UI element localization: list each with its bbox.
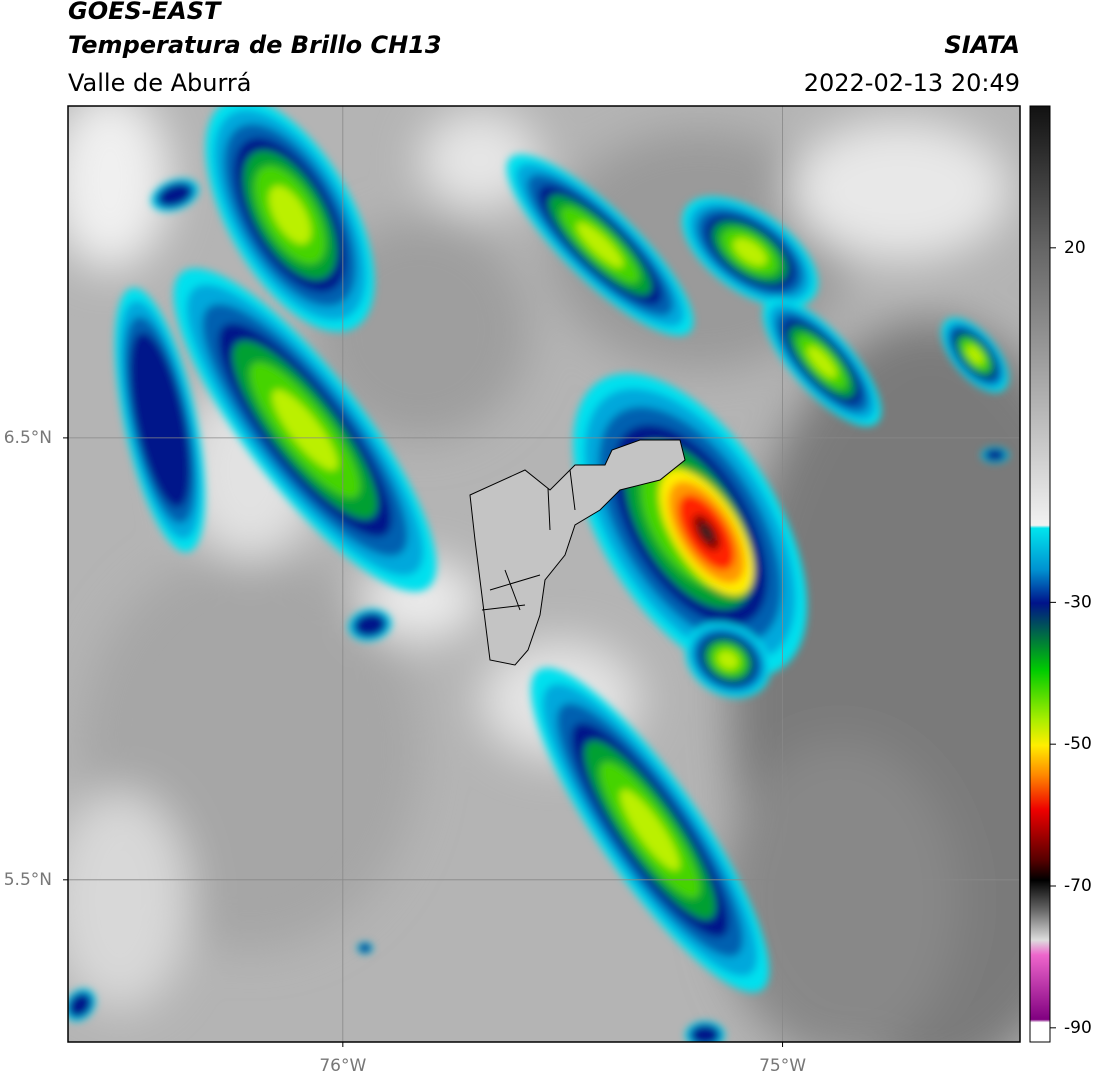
cloud-layer — [272, 389, 338, 471]
cloud-layer — [691, 1025, 719, 1042]
datetime: 2022-02-13 20:49 — [804, 69, 1020, 97]
cloud — [68, 988, 96, 1022]
cloud-layer — [620, 789, 680, 871]
cloud-layer — [717, 650, 739, 670]
region: Valle de Aburrá — [68, 69, 252, 97]
source: SIATA — [944, 31, 1020, 59]
colorbar — [1029, 105, 1051, 1043]
cloud-layer — [159, 184, 191, 206]
map-image — [68, 106, 1020, 1042]
cloud — [348, 608, 392, 642]
y-tick-label: 6.5°N — [4, 428, 52, 448]
cloud — [114, 287, 206, 553]
cloud-layer — [576, 222, 624, 268]
cloud — [685, 622, 771, 698]
cloud-layer — [130, 332, 190, 508]
cloud-layer — [355, 614, 385, 636]
cloud — [150, 178, 200, 212]
cloud-layer — [966, 345, 984, 365]
subtitle: Temperatura de Brillo CH13 — [68, 31, 442, 59]
cloud-layer — [733, 238, 767, 266]
cloud — [205, 106, 375, 332]
cloud — [685, 1021, 725, 1042]
title: GOES-EAST — [68, 0, 222, 25]
cloud — [506, 154, 694, 336]
y-tick-label: 5.5°N — [4, 870, 52, 890]
colorbar-tick-label: -70 — [1064, 876, 1092, 896]
colorbar-tick-label: -90 — [1064, 1018, 1092, 1038]
cloud — [981, 447, 1009, 463]
x-tick-label: 76°W — [319, 1056, 366, 1076]
cloud-layer — [359, 944, 371, 952]
cloud — [173, 268, 437, 592]
cloud — [357, 942, 373, 954]
colorbar-tick-label: -50 — [1064, 734, 1092, 754]
colorbar-tick-label: -30 — [1064, 592, 1092, 612]
cloud-layer — [985, 449, 1005, 461]
cloud — [682, 196, 818, 308]
cloud — [530, 667, 770, 993]
cloud-layer — [69, 994, 91, 1016]
cloud-core — [699, 523, 714, 542]
map-frame — [67, 105, 1021, 1043]
x-tick-label: 75°W — [759, 1056, 806, 1076]
cloud — [762, 297, 882, 427]
cloud-layer — [268, 185, 312, 245]
cloud — [941, 317, 1009, 393]
cloud-layer — [807, 345, 837, 379]
colorbar-tick-label: 20 — [1064, 238, 1086, 258]
